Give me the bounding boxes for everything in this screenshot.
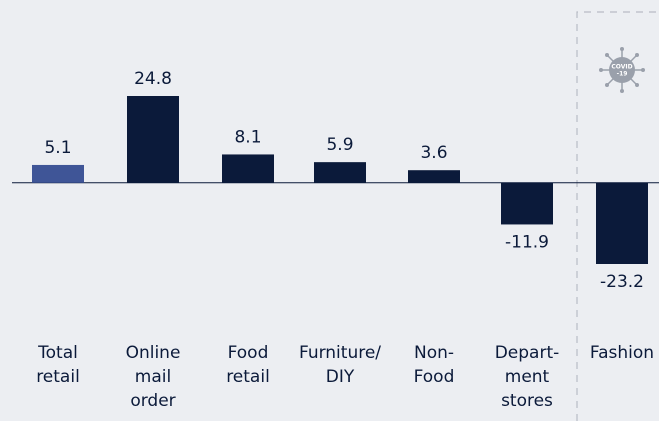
- value-label: 5.9: [326, 135, 353, 155]
- x-tick-label: Non-: [414, 343, 454, 363]
- bar: [32, 164, 84, 183]
- x-tick-label: Fashion: [590, 343, 654, 363]
- bar: [596, 182, 648, 264]
- icon-label: -19: [617, 71, 628, 78]
- value-label: 24.8: [134, 69, 172, 89]
- dashed-border: [576, 11, 659, 421]
- value-label: 3.6: [420, 143, 447, 163]
- x-tick-label: mail: [135, 367, 171, 387]
- x-tick-label: Total: [37, 343, 78, 363]
- bar: [501, 182, 553, 225]
- highlight-frame: [576, 11, 659, 421]
- bar: [408, 170, 460, 183]
- icon-label: COVID: [611, 64, 632, 71]
- virus-tips: [599, 47, 645, 93]
- x-tick-label: order: [130, 391, 175, 411]
- x-tick-label: Food: [228, 343, 269, 363]
- x-tick-label: Online: [126, 343, 181, 363]
- bar: [127, 96, 179, 183]
- value-label: 8.1: [234, 127, 261, 147]
- x-tick-label: retail: [226, 367, 270, 387]
- x-tick-label: Depart-: [495, 343, 560, 363]
- value-label: -11.9: [505, 232, 549, 252]
- x-tick-label: stores: [501, 391, 553, 411]
- x-tick-label: DIY: [326, 367, 355, 387]
- value-label: -23.2: [600, 272, 644, 292]
- virus-body: [609, 57, 635, 83]
- x-tick-label: Furniture/: [299, 343, 381, 363]
- bar: [222, 154, 274, 183]
- x-tick-label: ment: [505, 367, 550, 387]
- value-label: 5.1: [44, 138, 71, 158]
- virus-spikes: [602, 50, 642, 90]
- x-tick-label: retail: [36, 367, 80, 387]
- bar: [314, 162, 366, 183]
- x-tick-label: Food: [414, 367, 455, 387]
- covid-icon: COVID -19: [599, 47, 645, 93]
